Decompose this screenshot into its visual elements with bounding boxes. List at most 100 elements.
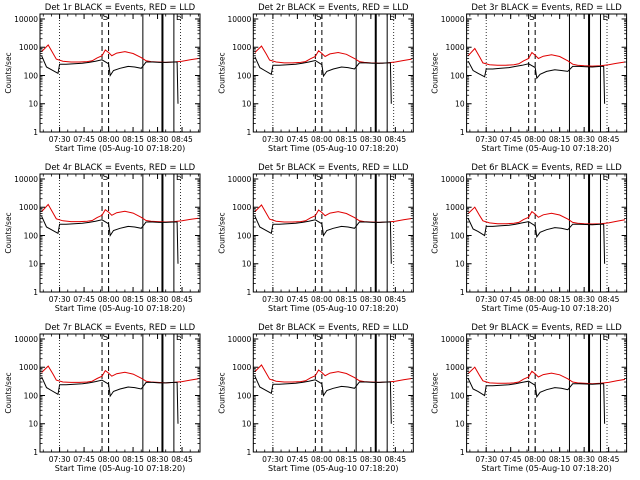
start-marker-label: S (529, 333, 535, 343)
y-axis-label: Counts/sec (431, 212, 440, 253)
x-tick-label: 07:45 (500, 135, 522, 144)
y-tick-label: 1000 (232, 203, 251, 212)
plot-frame (39, 13, 201, 133)
x-axis-label: Start Time (05-Aug-10 07:18:20) (481, 304, 612, 313)
series-line-lld (254, 204, 412, 223)
y-tick-label: 10000 (441, 15, 465, 24)
y-tick-label: 100 (237, 71, 252, 80)
x-tick-label: 07:30 (475, 455, 497, 464)
x-tick-label: 07:30 (475, 135, 497, 144)
x-tick-label: 08:30 (573, 135, 595, 144)
series-line-lld (41, 44, 199, 63)
x-tick-label: 07:30 (475, 295, 497, 304)
plot-frame (252, 173, 414, 293)
x-tick-label: 08:30 (573, 295, 595, 304)
y-tick-label: 10000 (441, 335, 465, 344)
x-tick-label: 07:45 (287, 135, 309, 144)
y-tick-label: 10 (28, 100, 38, 109)
y-tick-label: 10000 (14, 175, 38, 184)
panel-title: Det 2r BLACK = Events, RED = LLD (258, 3, 409, 13)
x-axis-label: Start Time (05-Aug-10 07:18:20) (268, 304, 399, 313)
x-tick-label: 08:30 (360, 455, 382, 464)
series-line-lld (41, 203, 199, 223)
x-tick-label: 07:45 (287, 455, 309, 464)
series-line-events (41, 55, 179, 104)
series-line-lld (254, 45, 412, 64)
x-tick-label: 08:45 (598, 135, 620, 144)
plot-frame (39, 173, 201, 293)
y-tick-label: 100 (237, 231, 252, 240)
start-marker-label: S (316, 333, 322, 343)
end-marker-label: E (602, 333, 608, 343)
y-tick-label: 1000 (19, 43, 38, 52)
series-line-events (467, 60, 606, 104)
y-tick-label: 10 (455, 260, 465, 269)
series-line-lld (254, 364, 412, 383)
series-line-lld (467, 366, 626, 385)
series-line-events (254, 56, 392, 104)
y-tick-label: 1000 (446, 203, 465, 212)
y-tick-label: 1 (247, 288, 252, 297)
end-marker-label: E (176, 173, 182, 183)
x-tick-label: 08:45 (171, 295, 193, 304)
start-marker-label: S (103, 333, 109, 343)
y-tick-label: 100 (24, 231, 39, 240)
y-axis-label: Counts/sec (4, 52, 13, 93)
y-tick-label: 10000 (441, 175, 465, 184)
x-tick-label: 07:45 (73, 135, 95, 144)
x-tick-label: 07:30 (49, 455, 71, 464)
start-marker-label: S (103, 13, 109, 23)
x-axis-label: Start Time (05-Aug-10 07:18:20) (481, 144, 612, 153)
x-tick-label: 07:45 (73, 455, 95, 464)
y-tick-label: 100 (24, 71, 39, 80)
y-axis-label: Counts/sec (431, 372, 440, 413)
x-tick-label: 08:00 (311, 135, 333, 144)
x-tick-label: 08:15 (549, 455, 571, 464)
y-tick-label: 10000 (227, 175, 251, 184)
y-tick-label: 10 (28, 420, 38, 429)
x-tick-label: 08:30 (147, 295, 169, 304)
x-tick-label: 07:45 (500, 295, 522, 304)
y-axis-label: Counts/sec (217, 52, 226, 93)
end-marker-label: E (602, 13, 608, 23)
x-tick-label: 07:45 (500, 455, 522, 464)
x-tick-label: 08:15 (549, 135, 571, 144)
start-marker-label: S (529, 13, 535, 23)
start-marker-label: S (316, 13, 322, 23)
y-tick-label: 100 (450, 71, 465, 80)
end-marker-label: E (176, 333, 182, 343)
panel-title: Det 1r BLACK = Events, RED = LLD (45, 3, 196, 13)
y-tick-label: 100 (450, 231, 465, 240)
end-marker-label: E (389, 13, 395, 23)
panel-title: Det 7r BLACK = Events, RED = LLD (45, 323, 196, 333)
y-axis-label: Counts/sec (217, 372, 226, 413)
y-axis-label: Counts/sec (4, 372, 13, 413)
panel-title: Det 4r BLACK = Events, RED = LLD (45, 163, 196, 173)
x-tick-label: 07:30 (49, 135, 71, 144)
series-line-lld (41, 365, 199, 384)
y-axis-label: Counts/sec (217, 212, 226, 253)
panel-title: Det 8r BLACK = Events, RED = LLD (258, 323, 409, 333)
end-marker-label: E (389, 173, 395, 183)
plot-frame (466, 173, 628, 293)
y-axis-label: Counts/sec (431, 52, 440, 93)
x-tick-label: 08:45 (598, 295, 620, 304)
y-tick-label: 1 (460, 128, 465, 137)
series-line-events (41, 376, 179, 424)
series-line-events (41, 215, 179, 264)
y-tick-label: 10 (455, 420, 465, 429)
y-tick-label: 100 (237, 391, 252, 400)
plot-frame (466, 13, 628, 133)
x-tick-label: 08:45 (385, 455, 407, 464)
x-tick-label: 08:45 (385, 135, 407, 144)
y-tick-label: 1000 (446, 43, 465, 52)
y-tick-label: 1 (247, 128, 252, 137)
x-tick-label: 08:30 (360, 295, 382, 304)
y-tick-label: 1000 (19, 363, 38, 372)
y-tick-label: 10000 (14, 335, 38, 344)
